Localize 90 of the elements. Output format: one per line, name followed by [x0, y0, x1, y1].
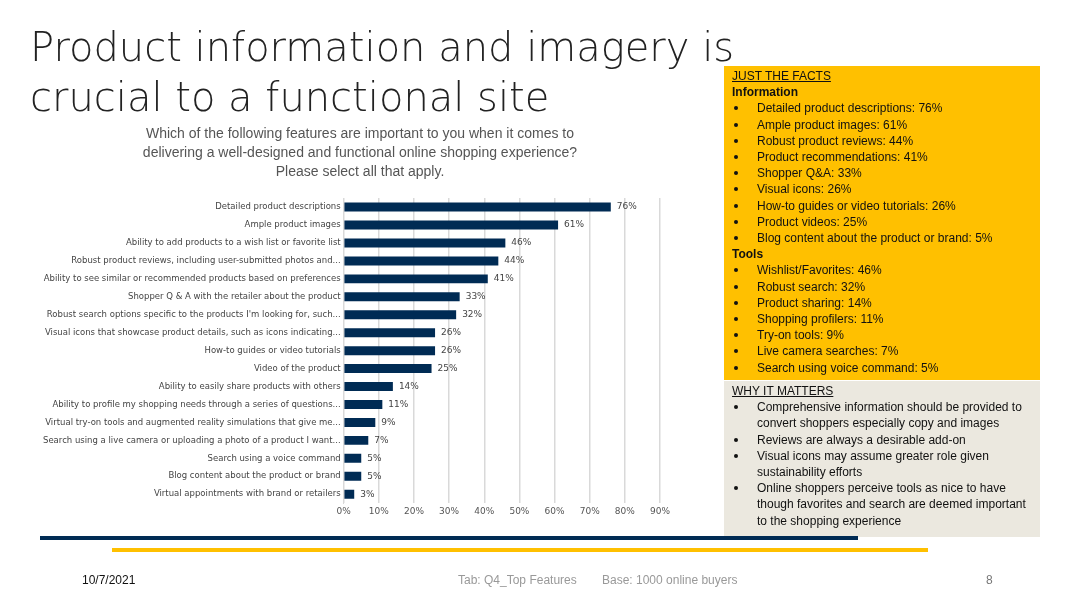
text: Shopper Q&A: 33%	[756, 165, 863, 182]
bar	[344, 310, 457, 320]
bar	[344, 453, 362, 463]
text: Base: 1000 online buyers	[602, 573, 738, 587]
data-label: 5%	[367, 452, 382, 463]
data-label: 14%	[398, 380, 420, 391]
x-tick-label: 60%	[544, 505, 565, 516]
data-label: 25%	[437, 362, 458, 373]
x-tick-label: 40%	[474, 505, 495, 516]
text: Robust product reviews: 44%	[756, 132, 915, 150]
text: Product sharing: 14%	[756, 294, 873, 312]
x-tick-label: 50%	[509, 505, 530, 516]
bar	[344, 292, 460, 302]
y-tick-label: Visual icons that showcase product details, such as icons indicating...	[44, 326, 341, 337]
data-label: 5%	[367, 470, 382, 481]
bar	[344, 400, 383, 409]
bar	[344, 435, 369, 445]
data-label: 61%	[564, 219, 585, 230]
text: JUST THE FACTS	[732, 68, 832, 85]
text: Comprehensive information should be provided to convert shoppers especially copy and images	[756, 399, 1023, 432]
text: Visual icons may assume greater role given sustainability efforts	[756, 447, 990, 481]
data-label: 41%	[493, 273, 515, 284]
data-label: 32%	[462, 309, 483, 320]
text: 10/7/2021	[82, 573, 136, 587]
y-tick-label: Search using a voice command	[207, 452, 341, 463]
text: Reviews are always a desirable add-on	[756, 431, 967, 448]
data-label: 26%	[441, 344, 462, 355]
y-tick-label: Virtual try-on tools and augmented reality simulations that give me...	[45, 416, 341, 427]
text: WHY IT MATTERS	[732, 383, 835, 400]
data-label: 76%	[616, 201, 638, 212]
y-tick-label: How-to guides or video tutorials	[204, 344, 342, 355]
bar	[344, 346, 436, 356]
text: Live camera searches: 7%	[756, 343, 900, 360]
text: How-to guides or video tutorials: 26%	[756, 197, 957, 214]
y-tick-label: Virtual appointments with brand or retailers	[153, 488, 342, 499]
x-tick-label: 90%	[649, 505, 671, 516]
y-tick-label: Robust product reviews, including user-submitted photos and...	[71, 255, 341, 266]
text: Ample product images: 61%	[756, 116, 909, 133]
x-tick-label: 20%	[403, 505, 425, 516]
text: Product videos: 25%	[756, 213, 869, 231]
y-tick-label: Video of the product	[253, 362, 342, 373]
data-label: 9%	[381, 416, 397, 427]
data-label: 44%	[504, 255, 525, 266]
text: Tools	[732, 246, 765, 263]
text: Try-on tools: 9%	[756, 327, 845, 344]
text: Search using voice command: 5%	[756, 359, 940, 376]
data-label: 7%	[374, 434, 389, 445]
bar	[344, 238, 506, 248]
text: Blog content about the product or brand: 5%	[756, 230, 994, 247]
y-tick-label: Shopper Q & A with the retailer about the product	[128, 291, 342, 302]
y-tick-label: Blog content about the product or brand	[168, 470, 341, 481]
data-label: 33%	[465, 291, 487, 302]
data-label: 26%	[441, 327, 462, 338]
x-tick-label: 70%	[579, 505, 601, 516]
text: Online shoppers perceive tools as nice to have though favorites and search are deemed important to the shopping experience	[756, 480, 1027, 529]
bar	[344, 328, 436, 338]
text: Tab: Q4_Top Features	[458, 573, 577, 587]
bar	[344, 274, 488, 284]
data-label: 3%	[360, 488, 375, 499]
text: Robust search: 32%	[756, 278, 867, 295]
text: Wishlist/Favorites: 46%	[756, 262, 883, 279]
y-tick-label: Ample product images	[244, 219, 342, 230]
y-tick-label: Robust search options specific to the products I'm looking for, such...	[46, 308, 341, 319]
bar	[344, 489, 355, 499]
text: Detailed product descriptions: 76%	[756, 100, 944, 117]
y-tick-label: Detailed product descriptions	[215, 201, 342, 212]
bar	[344, 417, 376, 427]
data-label: 11%	[388, 398, 409, 409]
bar	[344, 256, 499, 266]
y-tick-label: Ability to profile my shopping needs through a series of questions...	[52, 398, 341, 409]
bar	[344, 382, 393, 392]
x-tick-label: 80%	[614, 505, 636, 516]
y-tick-label: Ability to add products to a wish list or favorite list	[125, 237, 342, 248]
text: Visual icons: 26%	[756, 181, 853, 198]
bar	[344, 471, 362, 481]
x-tick-label: 30%	[439, 505, 460, 516]
text: Shopping profilers: 11%	[756, 311, 885, 328]
bar	[344, 364, 432, 374]
bar	[344, 202, 611, 212]
y-tick-label: Ability to easily share products with others	[158, 380, 342, 391]
chart-subtitle: Which of the following features are important to you when it comes to delivering a well-designed and functional online shopping experience? Please select all that apply.	[141, 124, 579, 181]
bar	[344, 220, 559, 230]
y-tick-label: Search using a live camera or uploading a photo of a product I want...	[42, 434, 341, 445]
data-label: 46%	[511, 237, 532, 248]
text: Information	[732, 84, 799, 101]
y-tick-label: Ability to see similar or recommended products based on preferences	[43, 273, 342, 284]
text: Product recommendations: 41%	[756, 149, 929, 166]
x-tick-label: 10%	[368, 505, 390, 516]
text: 8	[986, 573, 993, 587]
x-tick-label: 0%	[336, 505, 352, 516]
